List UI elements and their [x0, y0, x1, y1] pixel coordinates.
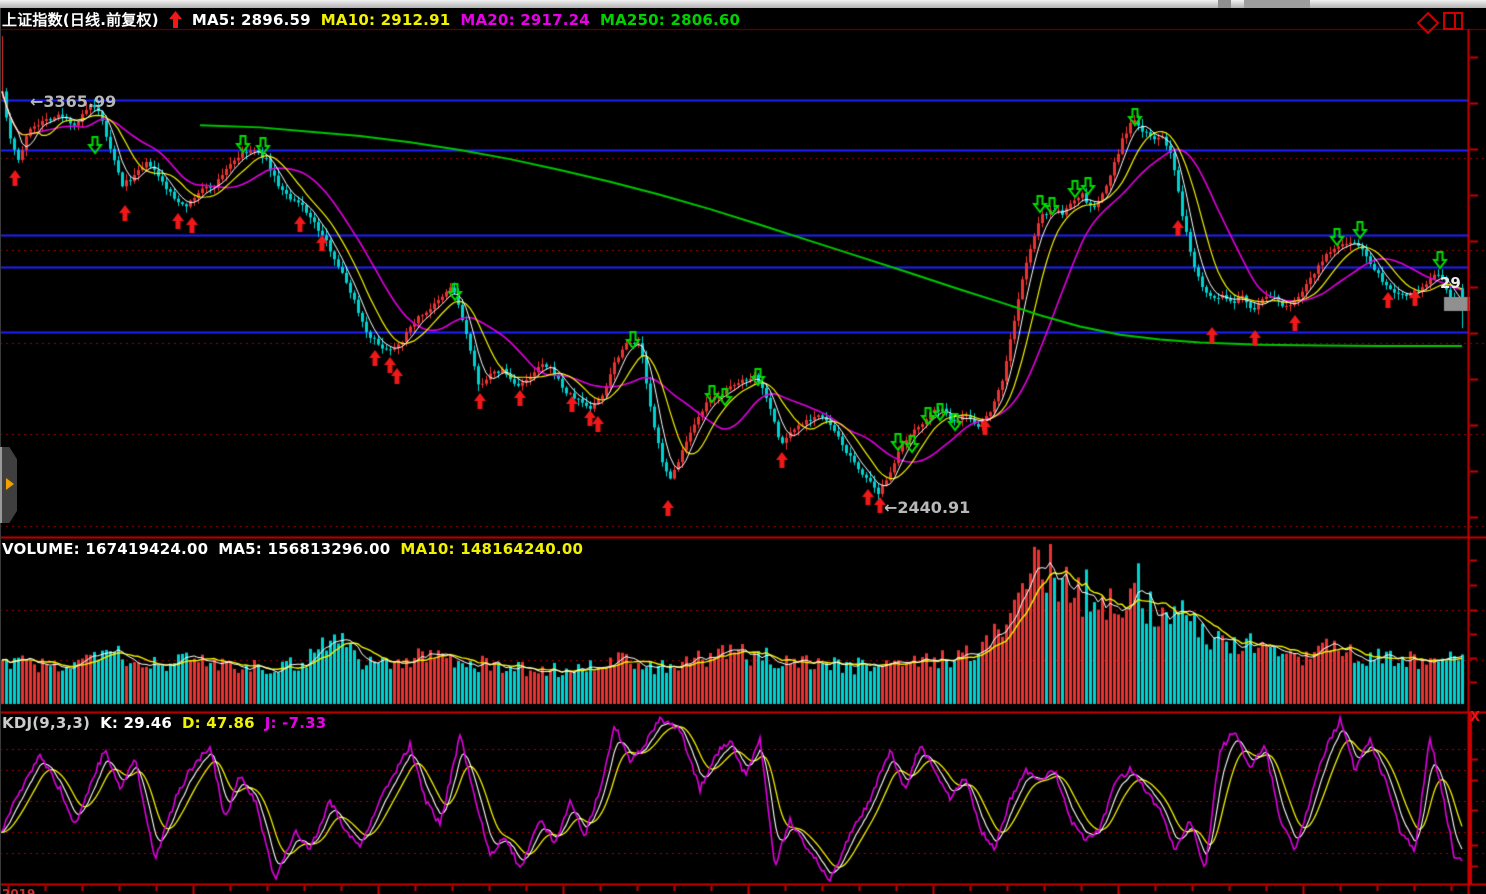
- kdj-d-readout: D: 47.86: [182, 714, 255, 732]
- kdj-header: KDJ(9,3,3) K: 29.46 D: 47.86 J: -7.33: [2, 714, 326, 732]
- split-window-icon[interactable]: [1443, 12, 1463, 30]
- ma10-readout: MA10: 2912.91: [320, 10, 451, 29]
- kdj-pane[interactable]: [0, 713, 1468, 884]
- kdj-j-readout: J: -7.33: [264, 714, 327, 732]
- ma250-readout: MA250: 2806.60: [599, 10, 741, 29]
- toolbar-notch: [1244, 0, 1310, 8]
- right-axis-price-fragment: 29: [1440, 274, 1461, 292]
- volume-header: VOLUME: 167419424.00 MA5: 156813296.00 M…: [2, 540, 583, 558]
- kdj-close-button[interactable]: X: [1470, 710, 1481, 725]
- split-divider: [1454, 14, 1456, 28]
- main-chart-header: 上证指数(日线.前复权) MA5: 2896.59 MA10: 2912.91 …: [2, 9, 740, 30]
- expand-arrow-icon: [6, 478, 14, 490]
- volume-readout: VOLUME: 167419424.00: [2, 540, 209, 558]
- kdj-title: KDJ(9,3,3): [2, 714, 91, 732]
- ma5-readout: MA5: 2896.59: [191, 10, 311, 29]
- sidebar-flyout-handle[interactable]: [0, 447, 17, 523]
- volume-ma5-readout: MA5: 156813296.00: [218, 540, 391, 558]
- volume-ma10-readout: MA10: 148164240.00: [400, 540, 584, 558]
- main-chart-pane[interactable]: [0, 30, 1468, 537]
- high-price-label: ←3365.99: [30, 92, 117, 111]
- ma20-readout: MA20: 2917.24: [460, 10, 590, 29]
- top-toolbar-edge: [0, 0, 1486, 8]
- toolbar-notch: [1218, 0, 1231, 8]
- chart-title: 上证指数(日线.前复权): [2, 11, 159, 29]
- low-price-label: ←2440.91: [884, 498, 971, 517]
- up-arrow-icon: [168, 11, 182, 28]
- volume-pane[interactable]: [0, 537, 1468, 712]
- date-axis-label: 2019: [2, 887, 36, 894]
- kdj-k-readout: K: 29.46: [100, 714, 172, 732]
